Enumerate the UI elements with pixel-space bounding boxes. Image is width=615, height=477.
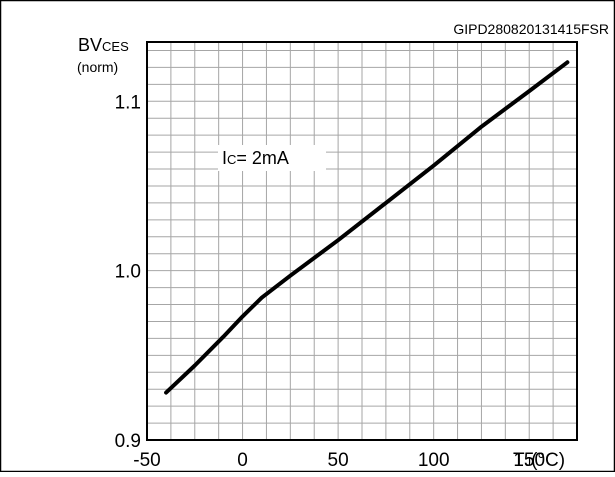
y-tick-label: 0.9 <box>115 431 141 452</box>
y-axis-label-main: BV <box>78 35 102 55</box>
series-line <box>164 60 570 395</box>
x-tick-label: 100 <box>418 450 450 471</box>
annotation-rest: = 2mA <box>236 148 289 168</box>
x-tick-label: 50 <box>328 450 349 471</box>
y-tick-label: 1.1 <box>115 92 141 113</box>
x-axis-label-sub: J <box>525 454 532 469</box>
x-tick-label: 150 <box>513 450 545 471</box>
x-tick-label: 0 <box>237 450 248 471</box>
y-axis-label: BVCES <box>78 35 129 55</box>
y-tick-labels: 0.9 1.0 1.1 <box>115 92 141 452</box>
x-axis-label-unit: (°C) <box>531 450 565 471</box>
annotation-label: IC= 2mA <box>222 148 289 168</box>
y-tick-label: 1.0 <box>115 262 141 283</box>
x-tick-label: -50 <box>133 450 160 471</box>
annotation-main: I <box>222 148 227 168</box>
plot-frame <box>146 41 578 441</box>
annotation-sub: C <box>227 152 236 167</box>
y-axis-label-sub: CES <box>102 39 129 54</box>
x-axis-label-main: T <box>513 450 525 471</box>
x-tick-labels: -50 0 50 100 150 <box>133 450 545 471</box>
y-axis-unit: (norm) <box>77 59 118 75</box>
annotation-background <box>218 145 326 171</box>
series-layer <box>164 60 570 395</box>
grid <box>147 42 577 440</box>
figure-code: GIPD280820131415FSR <box>453 21 609 37</box>
x-axis-label: TJ(°C) <box>513 450 565 471</box>
